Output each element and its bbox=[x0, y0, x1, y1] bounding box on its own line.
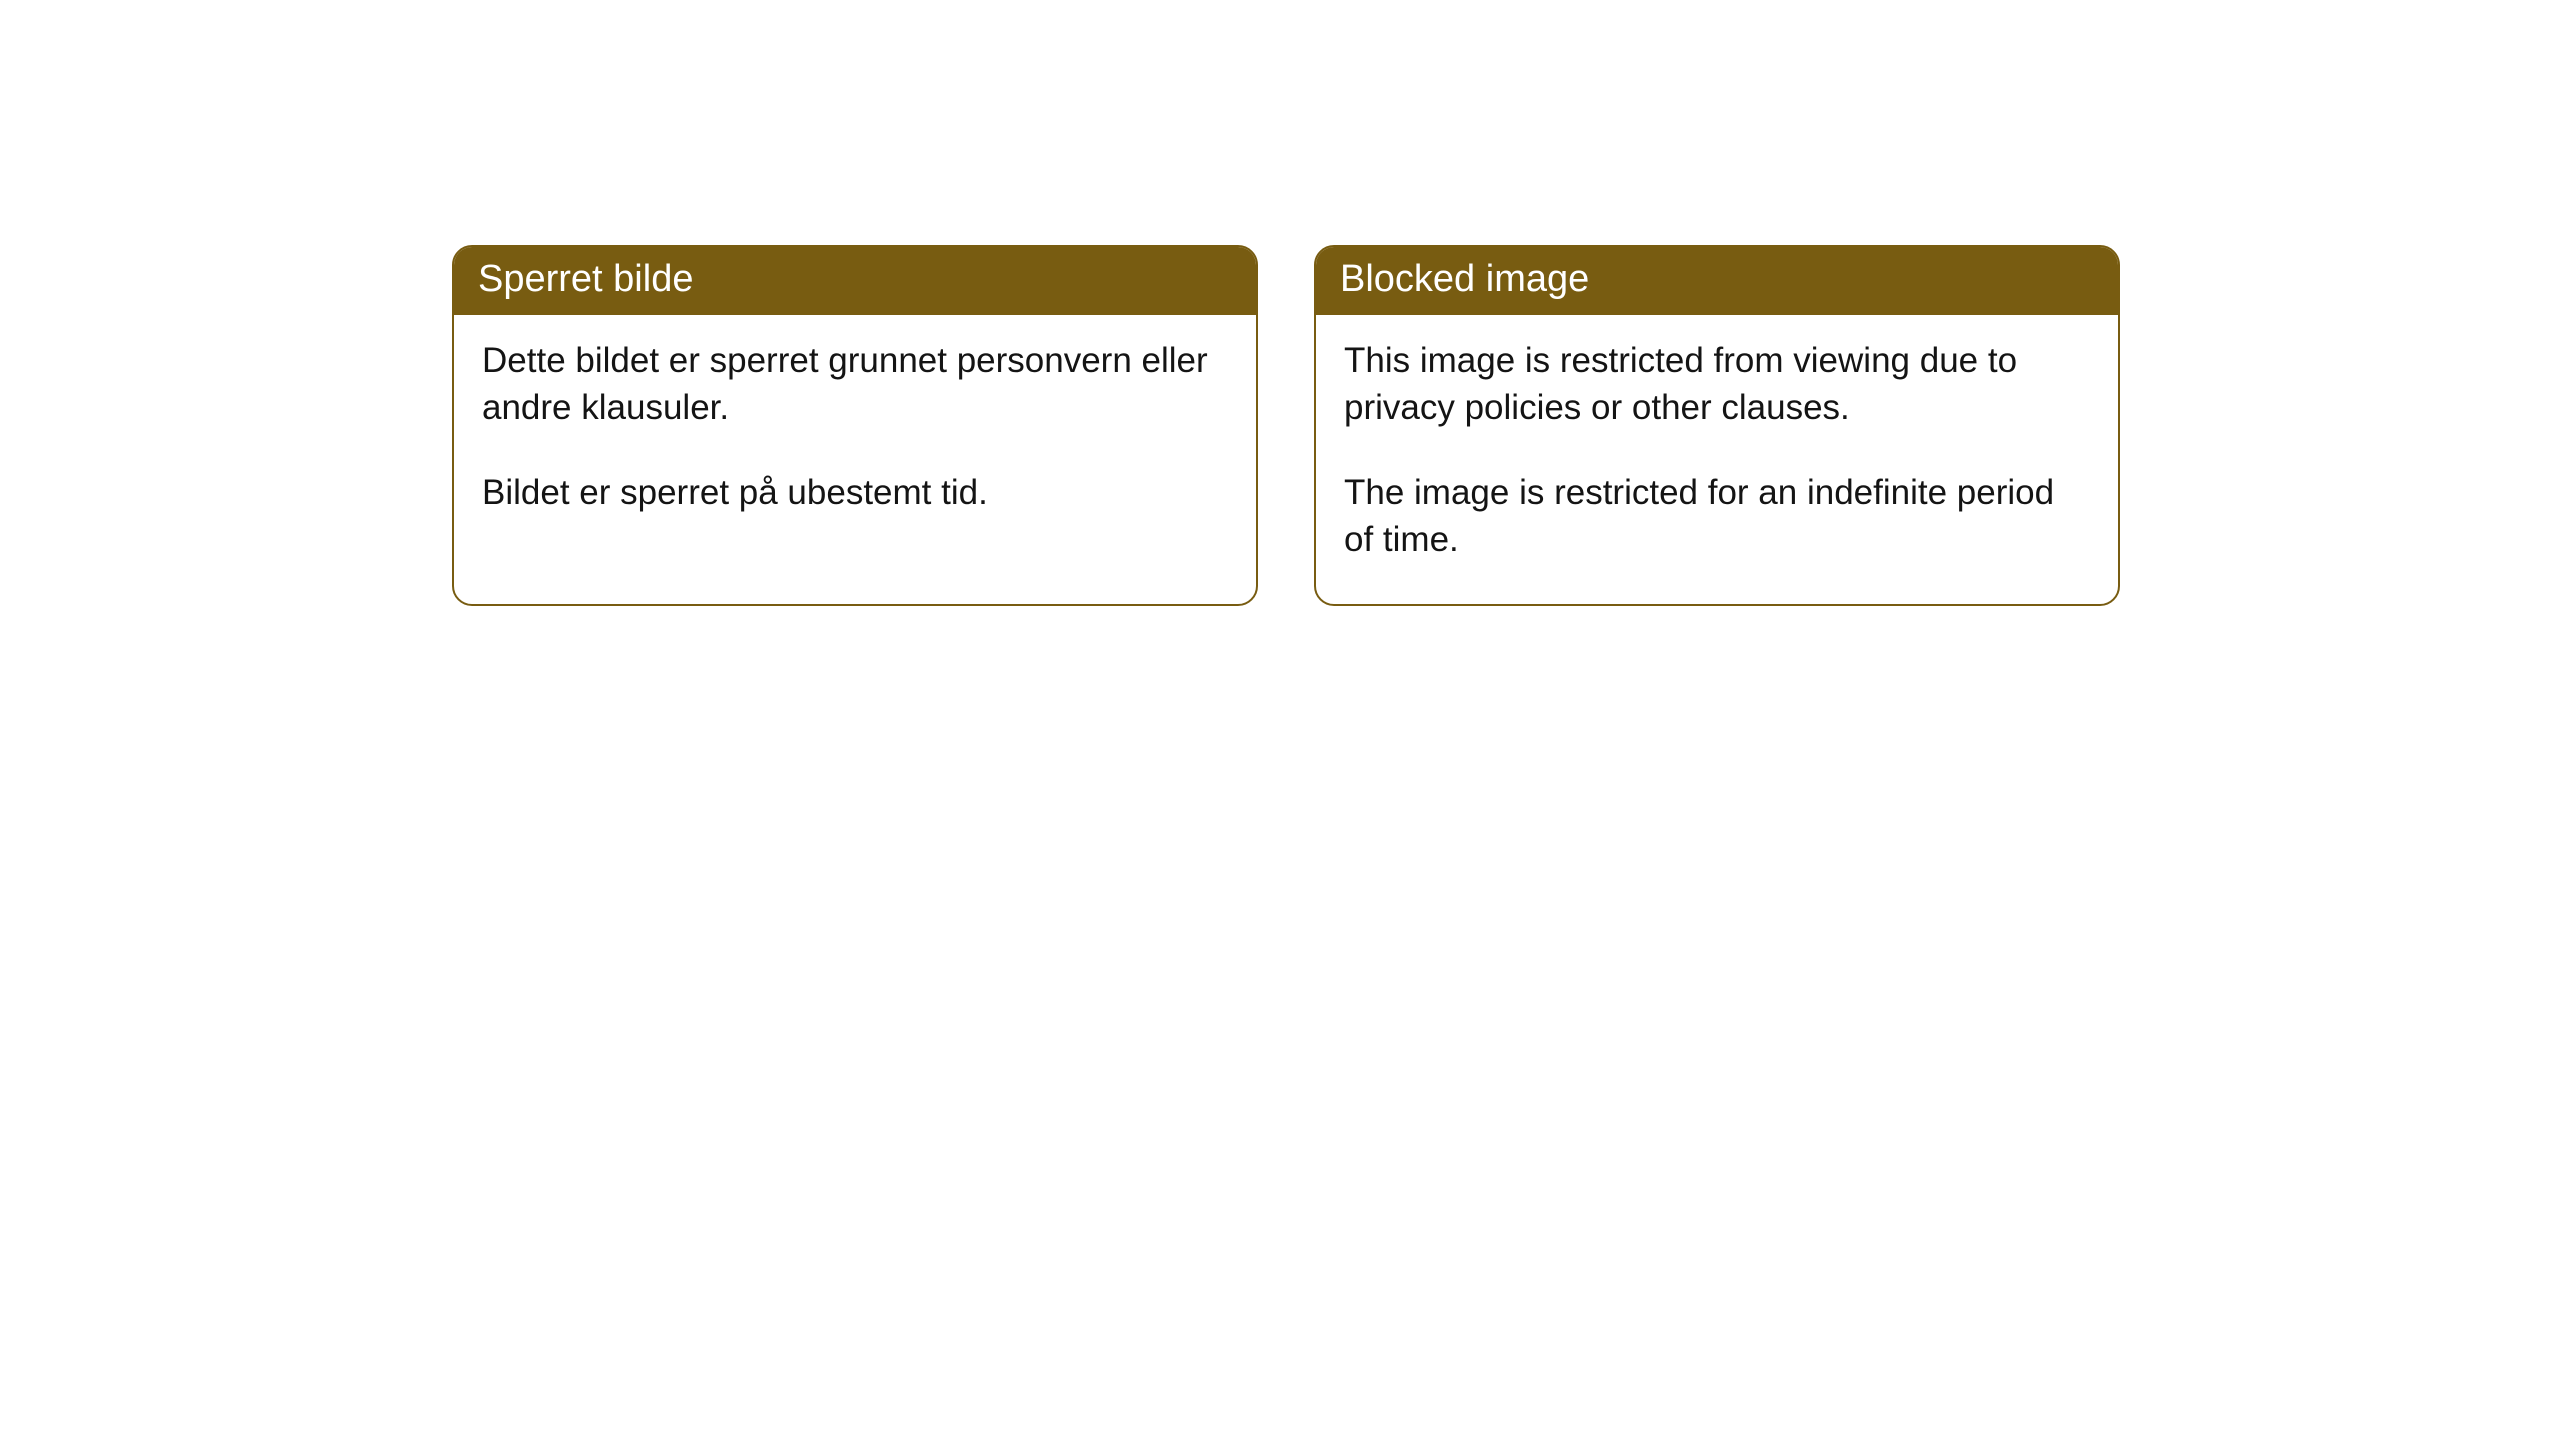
notice-paragraph-2-en: The image is restricted for an indefinit… bbox=[1344, 469, 2090, 564]
blocked-image-card-english: Blocked image This image is restricted f… bbox=[1314, 245, 2120, 606]
card-header-norwegian: Sperret bilde bbox=[454, 247, 1256, 315]
card-body-english: This image is restricted from viewing du… bbox=[1316, 315, 2118, 604]
notice-container: Sperret bilde Dette bildet er sperret gr… bbox=[0, 0, 2560, 606]
card-body-norwegian: Dette bildet er sperret grunnet personve… bbox=[454, 315, 1256, 557]
notice-paragraph-2-no: Bildet er sperret på ubestemt tid. bbox=[482, 469, 1228, 516]
notice-paragraph-1-no: Dette bildet er sperret grunnet personve… bbox=[482, 337, 1228, 432]
notice-paragraph-1-en: This image is restricted from viewing du… bbox=[1344, 337, 2090, 432]
card-header-english: Blocked image bbox=[1316, 247, 2118, 315]
blocked-image-card-norwegian: Sperret bilde Dette bildet er sperret gr… bbox=[452, 245, 1258, 606]
